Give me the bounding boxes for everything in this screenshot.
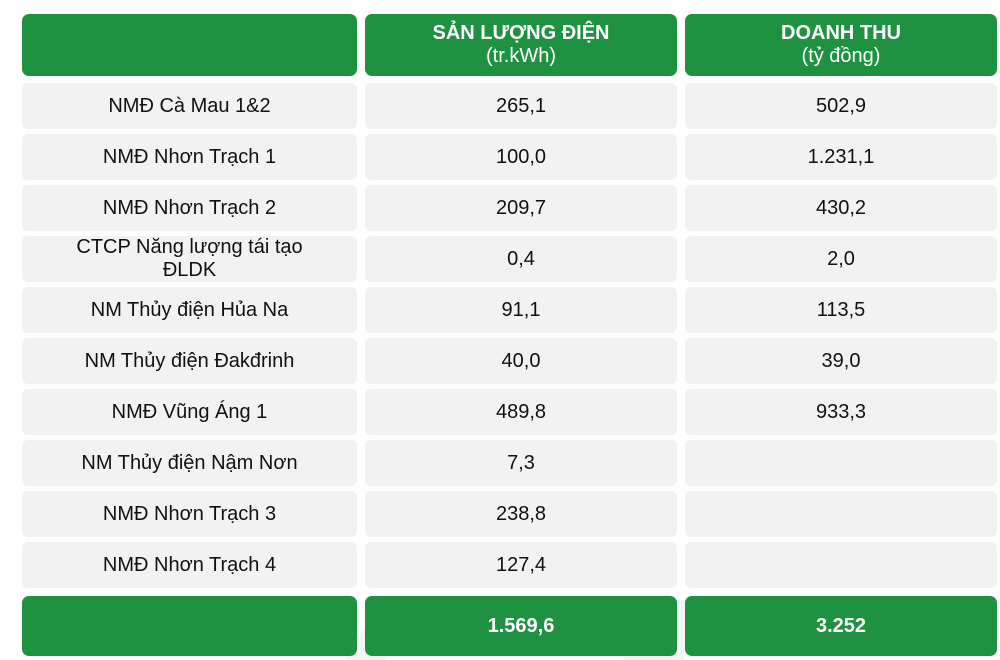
plant-name-cell: NMĐ Cà Mau 1&2 [22,83,357,129]
plant-name-cell: NMĐ Nhơn Trạch 1 [22,134,357,180]
plant-name-cell: NM Thủy điện Nậm Nơn [22,440,357,486]
revenue-cell [685,491,997,537]
header-output-unit: (tr.kWh) [486,45,556,67]
revenue-cell: 502,9 [685,83,997,129]
header-output-cell: SẢN LƯỢNG ĐIỆN (tr.kWh) [365,14,677,76]
revenue-cell: 2,0 [685,236,997,282]
power-output-revenue-table: SẢN LƯỢNG ĐIỆN (tr.kWh) DOANH THU (tỷ đồ… [22,14,997,656]
output-cell: 0,4 [365,236,677,282]
plant-name-cell: NMĐ Nhơn Trạch 4 [22,542,357,588]
revenue-cell: 1.231,1 [685,134,997,180]
total-revenue-cell: 3.252 [685,596,997,656]
output-cell: 489,8 [365,389,677,435]
output-cell: 209,7 [365,185,677,231]
revenue-cell: 39,0 [685,338,997,384]
total-output-cell: 1.569,6 [365,596,677,656]
revenue-cell [685,542,997,588]
plant-name-cell: NM Thủy điện Đakđrinh [22,338,357,384]
output-cell: 265,1 [365,83,677,129]
header-revenue-title: DOANH THU [781,22,901,44]
total-label-cell [22,596,357,656]
output-cell: 91,1 [365,287,677,333]
output-cell: 40,0 [365,338,677,384]
revenue-cell: 933,3 [685,389,997,435]
plant-name-cell: NMĐ Nhơn Trạch 3 [22,491,357,537]
header-revenue-unit: (tỷ đồng) [801,45,881,67]
header-plant-cell [22,14,357,76]
output-cell: 7,3 [365,440,677,486]
revenue-cell: 113,5 [685,287,997,333]
output-cell: 100,0 [365,134,677,180]
plant-name-cell: NMĐ Vũng Áng 1 [22,389,357,435]
revenue-cell [685,440,997,486]
plant-name-cell: NM Thủy điện Hủa Na [22,287,357,333]
plant-name-cell: CTCP Năng lượng tái tạo ĐLDK [22,236,357,282]
header-revenue-cell: DOANH THU (tỷ đồng) [685,14,997,76]
plant-name-cell: NMĐ Nhơn Trạch 2 [22,185,357,231]
revenue-cell: 430,2 [685,185,997,231]
output-cell: 238,8 [365,491,677,537]
header-output-title: SẢN LƯỢNG ĐIỆN [432,22,610,44]
output-cell: 127,4 [365,542,677,588]
